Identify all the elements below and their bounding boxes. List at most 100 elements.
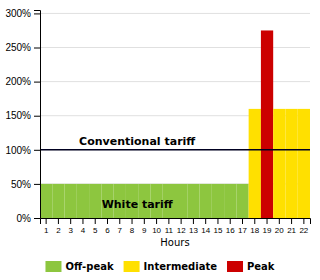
x-tick-mark bbox=[156, 218, 157, 224]
y-tick: 0% bbox=[17, 213, 40, 224]
x-tick: 5 bbox=[93, 218, 98, 235]
x-tick: 11 bbox=[165, 218, 174, 235]
legend-label: Peak bbox=[247, 261, 275, 272]
bar bbox=[65, 184, 77, 218]
x-tick-label: 14 bbox=[201, 226, 210, 235]
x-tick: 7 bbox=[118, 218, 123, 235]
y-tick-label: 300% bbox=[5, 8, 31, 19]
x-tick-mark bbox=[217, 218, 218, 224]
grid bbox=[40, 13, 310, 218]
x-tick-mark bbox=[230, 218, 231, 224]
y-tick-mark bbox=[34, 150, 40, 151]
x-tick-mark bbox=[46, 218, 47, 224]
x-axis-line bbox=[41, 219, 311, 225]
x-tick-mark bbox=[279, 218, 280, 224]
x-tick-label: 10 bbox=[152, 226, 161, 235]
x-tick-mark bbox=[82, 218, 83, 224]
y-axis: 0% 50% 100% 150% 200% 250% 300% bbox=[5, 8, 40, 224]
x-tick-mark bbox=[58, 218, 59, 224]
y-tick: 200% bbox=[5, 76, 40, 87]
x-tick-label: 15 bbox=[214, 226, 223, 235]
x-tick: 21 bbox=[287, 218, 296, 235]
x-tick-label: 22 bbox=[299, 226, 308, 235]
plot-area: 0%50%100%150%200%250%300%123456789101112… bbox=[5, 8, 310, 235]
x-tick-mark bbox=[254, 218, 255, 224]
bar bbox=[236, 184, 248, 218]
bar bbox=[187, 184, 199, 218]
bar bbox=[89, 184, 101, 218]
x-axis-title: Hours bbox=[160, 237, 189, 248]
x-tick-label: 12 bbox=[177, 226, 186, 235]
x-tick-mark bbox=[95, 218, 96, 224]
y-tick: 150% bbox=[5, 110, 40, 121]
x-tick-label: 6 bbox=[105, 226, 110, 235]
annotation: White tariff bbox=[102, 198, 173, 211]
x-tick: 17 bbox=[238, 218, 247, 235]
x-tick-label: 13 bbox=[189, 226, 198, 235]
bar bbox=[40, 184, 52, 218]
x-tick: 10 bbox=[152, 218, 161, 235]
x-tick-mark bbox=[144, 218, 145, 224]
x-axis: 12345678910111213141516171819202122 bbox=[41, 218, 311, 235]
y-tick-mark bbox=[34, 13, 40, 14]
x-tick: 8 bbox=[130, 218, 135, 235]
y-tick-label: 150% bbox=[5, 110, 31, 121]
x-tick: 9 bbox=[142, 218, 147, 235]
x-tick-mark bbox=[168, 218, 169, 224]
y-tick-mark bbox=[34, 184, 40, 185]
y-tick: 300% bbox=[5, 8, 40, 19]
legend-swatch bbox=[45, 261, 61, 272]
x-tick-label: 2 bbox=[56, 226, 61, 235]
x-tick-label: 17 bbox=[238, 226, 247, 235]
grid-line bbox=[40, 149, 310, 150]
x-tick-label: 1 bbox=[44, 226, 49, 235]
bar bbox=[52, 184, 64, 218]
bar bbox=[298, 109, 310, 218]
y-tick-mark bbox=[34, 82, 40, 83]
y-tick-label: 250% bbox=[5, 42, 31, 53]
legend-swatch bbox=[124, 261, 140, 272]
legend-item: Off-peak bbox=[45, 261, 113, 272]
reference-label: Conventional tariff bbox=[79, 135, 195, 148]
marks bbox=[40, 30, 310, 218]
x-tick: 1 bbox=[44, 218, 49, 235]
x-tick: 15 bbox=[214, 218, 223, 235]
reference-line bbox=[40, 149, 310, 151]
legend-label: Off-peak bbox=[65, 261, 113, 272]
x-tick-mark bbox=[303, 218, 304, 224]
x-tick: 4 bbox=[81, 218, 86, 235]
legend-label: Intermediate bbox=[144, 261, 218, 272]
x-tick-mark bbox=[132, 218, 133, 224]
bar bbox=[261, 30, 273, 218]
y-tick-mark bbox=[34, 48, 40, 49]
x-tick: 12 bbox=[177, 218, 186, 235]
bar bbox=[273, 109, 285, 218]
x-tick-label: 20 bbox=[275, 226, 284, 235]
legend-item: Peak bbox=[227, 261, 275, 272]
x-tick: 2 bbox=[56, 218, 61, 235]
x-tick-label: 9 bbox=[142, 226, 147, 235]
bar bbox=[249, 109, 261, 218]
y-tick-mark bbox=[34, 218, 40, 219]
x-tick-mark bbox=[181, 218, 182, 224]
y-axis-line bbox=[34, 11, 41, 219]
x-tick-label: 18 bbox=[250, 226, 259, 235]
legend: Off-peak Intermediate Peak bbox=[45, 261, 274, 272]
y-tick: 50% bbox=[11, 179, 40, 190]
y-tick-mark bbox=[34, 116, 40, 117]
y-tick-label: 200% bbox=[5, 76, 31, 87]
bar bbox=[200, 184, 212, 218]
y-tick: 100% bbox=[5, 145, 40, 156]
x-tick-label: 7 bbox=[118, 226, 123, 235]
x-tick: 20 bbox=[275, 218, 284, 235]
x-tick-label: 5 bbox=[93, 226, 98, 235]
x-tick: 6 bbox=[105, 218, 110, 235]
bar bbox=[224, 184, 236, 218]
x-tick: 16 bbox=[226, 218, 235, 235]
y-tick-label: 0% bbox=[17, 213, 32, 224]
x-tick-label: 8 bbox=[130, 226, 135, 235]
chart: 0%50%100%150%200%250%300%123456789101112… bbox=[0, 0, 320, 280]
x-tick-mark bbox=[242, 218, 243, 224]
x-tick-mark bbox=[205, 218, 206, 224]
grid-line bbox=[40, 13, 310, 14]
